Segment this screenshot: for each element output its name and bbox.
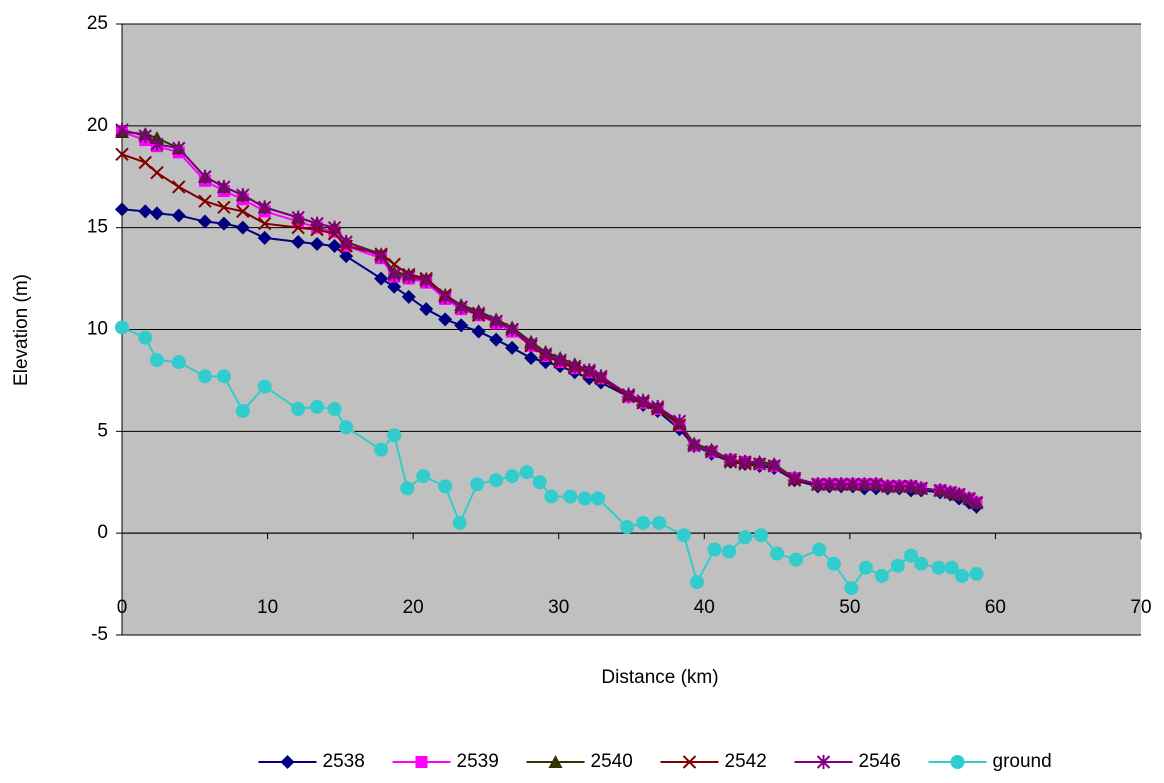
marker bbox=[789, 553, 803, 567]
marker bbox=[291, 402, 305, 416]
marker bbox=[400, 481, 414, 495]
marker bbox=[914, 557, 928, 571]
marker bbox=[505, 469, 519, 483]
marker bbox=[520, 465, 534, 479]
y-tick-label: 20 bbox=[87, 115, 108, 136]
legend-label: 2540 bbox=[591, 751, 633, 772]
marker bbox=[636, 516, 650, 530]
marker bbox=[738, 530, 752, 544]
legend-label: 2538 bbox=[323, 751, 365, 772]
marker bbox=[707, 542, 721, 556]
x-tick-label: 20 bbox=[403, 597, 424, 618]
marker bbox=[489, 473, 503, 487]
marker bbox=[387, 428, 401, 442]
x-tick-label: 0 bbox=[117, 597, 128, 618]
marker bbox=[339, 420, 353, 434]
x-tick-label: 50 bbox=[839, 597, 860, 618]
marker bbox=[970, 567, 984, 581]
marker bbox=[951, 755, 965, 769]
y-tick-label: 0 bbox=[97, 522, 108, 543]
x-tick-label: 40 bbox=[694, 597, 715, 618]
x-axis-title: Distance (km) bbox=[601, 667, 718, 688]
marker bbox=[150, 353, 164, 367]
legend-label: 2539 bbox=[457, 751, 499, 772]
marker bbox=[198, 369, 212, 383]
marker bbox=[932, 561, 946, 575]
y-tick-label: 5 bbox=[97, 420, 108, 441]
y-tick-label: 15 bbox=[87, 217, 108, 238]
marker bbox=[416, 469, 430, 483]
marker bbox=[138, 331, 152, 345]
marker bbox=[770, 547, 784, 561]
marker bbox=[591, 492, 605, 506]
marker bbox=[677, 528, 691, 542]
marker bbox=[416, 756, 428, 768]
marker bbox=[470, 477, 484, 491]
y-axis-title: Elevation (m) bbox=[11, 274, 32, 386]
y-tick-label: -5 bbox=[91, 624, 108, 645]
marker bbox=[328, 402, 342, 416]
marker bbox=[563, 490, 577, 504]
marker bbox=[217, 369, 231, 383]
chart: Distance (km) Elevation (m) -5 0 5 10 15 20 25… bbox=[0, 0, 1164, 778]
marker bbox=[281, 755, 295, 769]
x-tick-label: 60 bbox=[985, 597, 1006, 618]
marker bbox=[690, 575, 704, 589]
legend-label: 2542 bbox=[725, 751, 767, 772]
marker bbox=[844, 581, 858, 595]
marker bbox=[578, 492, 592, 506]
marker bbox=[258, 380, 272, 394]
marker bbox=[544, 490, 558, 504]
marker bbox=[115, 320, 129, 334]
marker bbox=[722, 544, 736, 558]
marker bbox=[891, 559, 905, 573]
x-tick-label: 70 bbox=[1130, 597, 1151, 618]
marker bbox=[310, 400, 324, 414]
marker bbox=[652, 516, 666, 530]
marker bbox=[172, 355, 186, 369]
x-tick-label: 30 bbox=[548, 597, 569, 618]
marker bbox=[859, 561, 873, 575]
y-tick-label: 10 bbox=[87, 319, 108, 340]
marker bbox=[620, 520, 634, 534]
marker bbox=[955, 569, 969, 583]
marker bbox=[827, 557, 841, 571]
marker bbox=[875, 569, 889, 583]
marker bbox=[236, 404, 250, 418]
legend-label: ground bbox=[993, 751, 1052, 772]
legend-label: 2546 bbox=[859, 751, 901, 772]
y-tick-label: 25 bbox=[87, 13, 108, 34]
marker bbox=[754, 528, 768, 542]
x-tick-label: 10 bbox=[257, 597, 278, 618]
marker bbox=[453, 516, 467, 530]
marker bbox=[812, 542, 826, 556]
marker bbox=[438, 479, 452, 493]
marker bbox=[374, 443, 388, 457]
marker bbox=[533, 475, 547, 489]
